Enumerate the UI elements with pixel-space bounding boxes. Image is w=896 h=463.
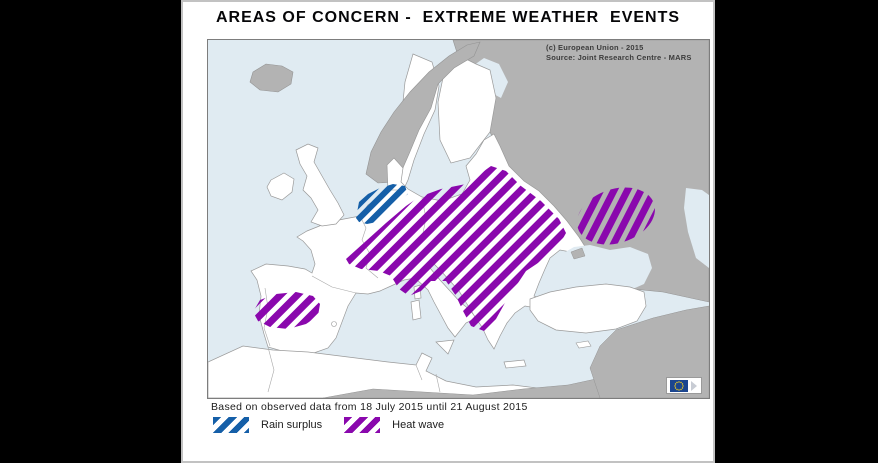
logo-swoosh [691,380,697,391]
balearic-islands [331,321,337,327]
eu-flag-logo [666,377,702,394]
data-period-caption: Based on observed data from 18 July 2015… [211,401,528,413]
rain-surplus-area-northwest-europe [356,184,408,224]
legend-item-heat-wave: Heat wave [344,417,444,433]
eu-flag-icon [670,379,688,392]
attribution-line-copyright: (c) European Union - 2015 [546,43,644,52]
heat-wave-area-central-europe [346,166,566,331]
caspian-sea [684,188,709,268]
finland-land [437,55,497,164]
page-title: AREAS OF CONCERN - EXTREME WEATHER EVENT… [215,9,681,26]
great-britain [295,143,345,227]
legend-item-rain-surplus: Rain surplus [213,417,322,433]
cyprus [575,340,592,349]
iceland-land [249,63,294,93]
europe-map: (c) European Union - 2015 Source: Joint … [207,39,710,399]
legend-label-rain-surplus: Rain surplus [261,419,323,431]
crete [503,359,527,369]
turkey-land [529,283,647,334]
right-margin-strip [878,0,896,463]
map-canvas [208,40,709,398]
attribution-line-source: Source: Joint Research Centre - MARS [546,53,692,63]
report-page: AREAS OF CONCERN - EXTREME WEATHER EVENT… [181,0,715,463]
heat-wave-area-caucasus [577,187,655,245]
sicily [435,339,455,355]
heat-wave-area-spain [253,292,320,329]
middle-east-land [589,305,709,398]
map-attribution: (c) European Union - 2015 Source: Joint … [546,43,692,63]
crimea [570,247,586,260]
ireland [266,172,295,201]
heat-wave-swatch [344,417,381,433]
baltic-sea [394,93,502,212]
legend-label-heat-wave: Heat wave [392,419,445,431]
sardinia [410,299,422,321]
map-legend: Rain surplus Heat wave [213,417,444,433]
rain-surplus-swatch [213,417,249,433]
